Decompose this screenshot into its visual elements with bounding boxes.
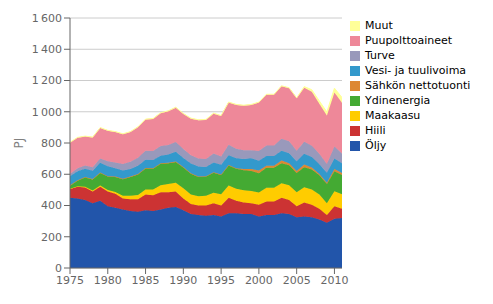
svg-text:2000: 2000 [245,274,273,287]
svg-text:PJ: PJ [12,138,26,149]
svg-text:1 200: 1 200 [32,74,62,87]
html-text:Maakaasu: Maakaasu [365,109,421,122]
html-text:Muut: Muut [365,19,393,32]
svg-text:2010: 2010 [320,274,348,287]
svg-text:2005: 2005 [283,274,311,287]
svg-text:1 000: 1 000 [32,106,62,119]
svg-text:400: 400 [41,199,62,212]
html-text:Ydinenergia: Ydinenergia [365,94,431,107]
svg-text:200: 200 [41,231,62,244]
svg-text:1995: 1995 [207,274,235,287]
svg-text:0: 0 [55,262,62,275]
html-text:Vesi- ja tuulivoima: Vesi- ja tuulivoima [365,64,467,77]
html-text:Turve: Turve [365,49,395,62]
svg-text:1 600: 1 600 [32,12,62,25]
html-text:Puupolttoaineet: Puupolttoaineet [365,34,453,47]
html-text:Öljy: Öljy [365,139,387,152]
svg-text:1975: 1975 [56,274,84,287]
svg-text:800: 800 [41,137,62,150]
html-text:Sähkön nettotuonti: Sähkön nettotuonti [365,79,471,92]
svg-text:1980: 1980 [94,274,122,287]
svg-text:600: 600 [41,168,62,181]
svg-text:1985: 1985 [132,274,160,287]
html-text:Hiili: Hiili [365,124,386,137]
svg-text:1 400: 1 400 [32,43,62,56]
svg-text:1990: 1990 [169,274,197,287]
